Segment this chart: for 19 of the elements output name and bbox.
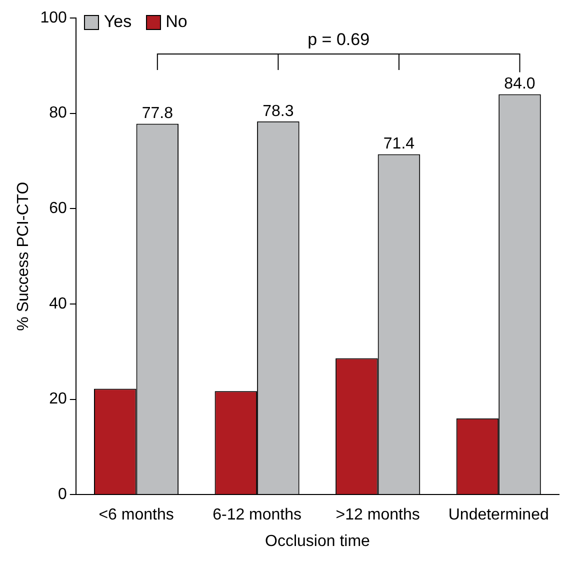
x-tick-label: Undetermined	[448, 506, 549, 524]
legend-label: No	[166, 12, 188, 32]
data-label: 71.4	[383, 136, 415, 153]
x-tick-label: >12 months	[336, 506, 420, 524]
x-axis-title: Occlusion time	[264, 532, 370, 550]
annotation: p = 0.69	[308, 30, 370, 50]
y-axis-title: % Success PCI-CTO	[15, 182, 32, 331]
data-label: 78.3	[262, 102, 294, 120]
y-tick-label: 0	[58, 486, 67, 504]
x-tick-label: <6 months	[98, 506, 174, 524]
y-tick-label: 40	[49, 295, 67, 312]
y-tick-label: 60	[49, 200, 67, 218]
y-tick-label: 20	[49, 390, 67, 408]
x-tick-label: 6-12 months	[212, 506, 302, 524]
data-label: 77.8	[142, 105, 174, 122]
y-tick-label: 100	[40, 9, 67, 26]
data-label: 84.0	[504, 76, 536, 93]
y-tick-label: 80	[49, 104, 67, 122]
legend-label: Yes	[104, 12, 132, 32]
